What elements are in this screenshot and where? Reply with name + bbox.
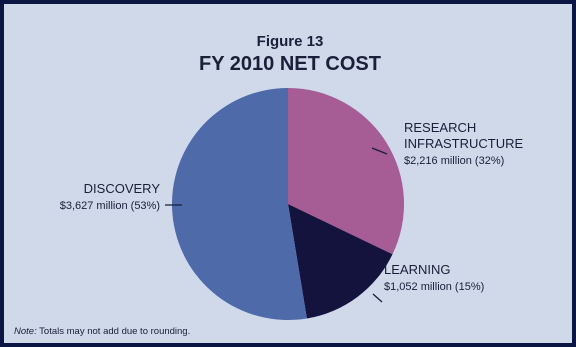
slice-label-learning: LEARNING bbox=[384, 262, 450, 277]
leader-line-learning bbox=[372, 293, 383, 303]
pie-slices bbox=[171, 88, 404, 321]
slice-label-research-infrastructure: INFRASTRUCTURE bbox=[404, 136, 523, 151]
figure-label: Figure 13 bbox=[257, 33, 324, 50]
slice-discovery bbox=[171, 88, 307, 321]
slice-learning bbox=[288, 204, 393, 319]
slice-label-discovery: DISCOVERY bbox=[84, 181, 161, 196]
footnote-prefix: Note: bbox=[14, 326, 37, 337]
slice-value-learning: $1,052 million (15%) bbox=[384, 281, 484, 293]
pie-chart: Figure 13 FY 2010 NET COST RESEARCHINFRA… bbox=[14, 33, 523, 337]
footnote-text: Totals may not add due to rounding. bbox=[37, 326, 191, 337]
footnote: Note: Totals may not add due to rounding… bbox=[14, 326, 190, 337]
slice-research-infrastructure bbox=[288, 88, 404, 255]
chart-title: FY 2010 NET COST bbox=[199, 53, 381, 75]
slice-label-research-infrastructure: RESEARCH bbox=[404, 120, 476, 135]
slice-value-research-infrastructure: $2,216 million (32%) bbox=[404, 155, 504, 167]
slice-value-discovery: $3,627 million (53%) bbox=[60, 200, 160, 212]
leader-line-research-infrastructure bbox=[371, 147, 388, 155]
